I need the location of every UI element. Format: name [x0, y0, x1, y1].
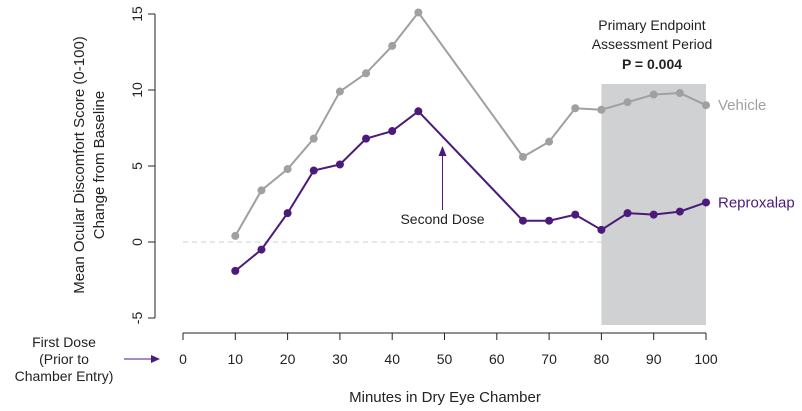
vehicle-point — [571, 104, 580, 113]
x-tick-label: 0 — [179, 351, 187, 367]
x-axis-title: Minutes in Dry Eye Chamber — [349, 389, 541, 406]
vehicle-point — [388, 41, 397, 50]
vehicle-point — [702, 101, 710, 110]
reproxalap-point — [649, 210, 658, 219]
endpoint-label-line-2: Assessment Period — [592, 36, 713, 52]
reproxalap-point — [702, 198, 710, 207]
x-tick-label: 60 — [489, 351, 505, 367]
first-dose-label-line-2: (Prior to — [39, 351, 89, 367]
vehicle-point — [623, 98, 632, 107]
x-tick-label: 90 — [646, 351, 662, 367]
vehicle-point — [597, 105, 606, 114]
x-tick-label: 70 — [541, 351, 557, 367]
reproxalap-point — [675, 207, 684, 216]
y-tick-label: 0 — [129, 238, 145, 246]
y-tick-label: 10 — [129, 82, 145, 98]
endpoint-pvalue: P = 0.004 — [622, 56, 682, 72]
second-dose-arrow-head — [438, 146, 447, 156]
reproxalap-point — [518, 216, 527, 225]
vehicle-point — [414, 8, 423, 17]
reproxalap-point — [623, 209, 632, 218]
first-dose-label-line-3: Chamber Entry) — [15, 368, 114, 384]
reproxalap-point — [545, 216, 554, 225]
vehicle-series-label: Vehicle — [718, 97, 766, 114]
reproxalap-point — [414, 107, 423, 116]
y-axis-title-line-1: Mean Ocular Discomfort Score (0-100) — [71, 36, 88, 294]
x-tick-label: 20 — [280, 351, 296, 367]
x-tick-label: 80 — [594, 351, 610, 367]
reproxalap-point — [362, 134, 371, 143]
x-tick-label: 10 — [228, 351, 244, 367]
vehicle-point — [649, 90, 658, 99]
vehicle-point — [335, 87, 344, 96]
y-ticks: -5 0 5 10 15 — [129, 6, 155, 324]
reproxalap-series-label: Reproxalap — [718, 194, 795, 211]
vehicle-point — [257, 186, 266, 195]
vehicle-point — [283, 165, 292, 174]
x-tick-label: 30 — [332, 351, 348, 367]
vehicle-line — [234, 10, 707, 237]
series-layer: Vehicle Reproxalap — [231, 8, 795, 275]
y-tick-label: 15 — [129, 6, 145, 22]
vehicle-point — [231, 231, 240, 240]
reproxalap-point — [388, 127, 397, 136]
reproxalap-point — [257, 245, 266, 254]
vehicle-point — [518, 152, 527, 161]
x-tick-label: 40 — [384, 351, 400, 367]
x-tick-label: 100 — [694, 351, 718, 367]
vehicle-point — [309, 134, 318, 143]
x-tick-label: 50 — [437, 351, 453, 367]
assessment-period-region — [601, 84, 706, 325]
second-dose-label: Second Dose — [400, 211, 484, 227]
reproxalap-point — [597, 225, 606, 234]
vehicle-point — [362, 69, 371, 78]
first-dose-arrow-head — [151, 355, 160, 363]
endpoint-label-line-1: Primary Endpoint — [598, 17, 705, 33]
reproxalap-line — [234, 109, 707, 272]
reproxalap-point — [309, 166, 318, 175]
y-axis-title-line-2: Change from Baseline — [91, 91, 108, 239]
first-dose-label-line-1: First Dose — [32, 334, 96, 350]
reproxalap-point — [283, 209, 292, 218]
reproxalap-point — [571, 210, 580, 219]
reproxalap-point — [231, 266, 240, 275]
x-ticks: 0 10 20 30 40 50 60 70 80 90 100 — [179, 333, 718, 367]
vehicle-point — [675, 89, 684, 98]
y-tick-label: -5 — [129, 312, 145, 325]
y-tick-label: 5 — [129, 162, 145, 170]
reproxalap-point — [335, 160, 344, 169]
vehicle-point — [545, 137, 554, 146]
